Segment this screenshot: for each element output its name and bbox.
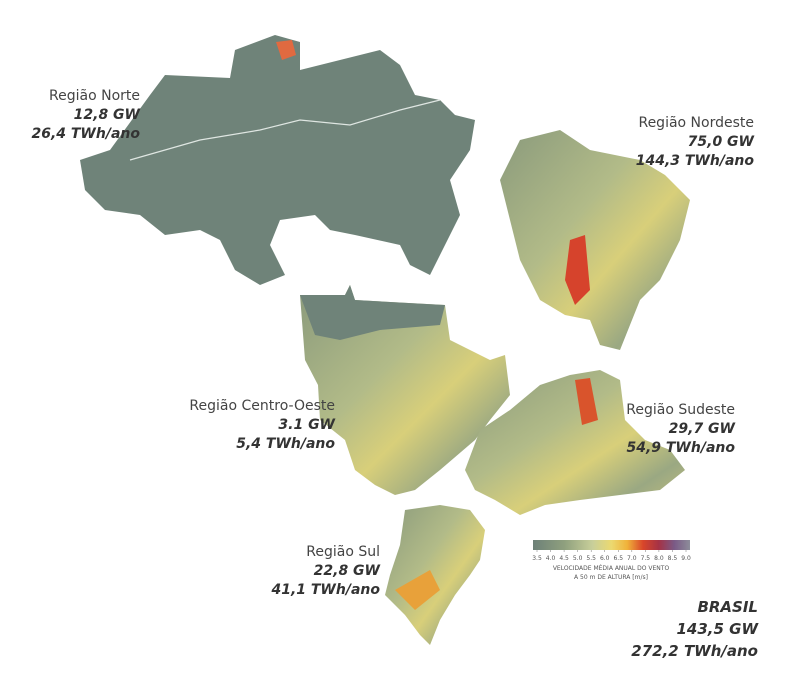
hotspot <box>575 378 598 425</box>
region-co-north <box>300 285 445 340</box>
colorbar-tick-label: 6.5 <box>613 555 623 562</box>
river <box>129 99 441 161</box>
colorbar-tick-label: 7.5 <box>641 555 651 562</box>
colorbar-tick-label: 5.5 <box>586 555 596 562</box>
region-name: Região Sul <box>306 544 380 560</box>
labels: Região Norte 12,8 GW 26,4 TWh/ano Região No… <box>31 88 754 598</box>
region-norte <box>80 35 475 285</box>
region-centro-oeste <box>300 285 510 495</box>
region-sul <box>385 505 485 645</box>
region-energy: 144,3 TWh/ano <box>636 153 755 169</box>
colorbar-tick-label: 7.0 <box>627 555 637 562</box>
colorbar-tick-label: 5.0 <box>573 555 583 562</box>
region-energy: 26,4 TWh/ano <box>31 126 140 142</box>
colorbar-tick-label: 8.5 <box>668 555 678 562</box>
legend: 3.5 4.0 4.5 5.0 5.5 6.0 6.5 7.0 7.5 8.0 8.5 9.0 <box>532 550 691 562</box>
total-power: 143,5 GW <box>676 620 759 638</box>
region-name: Região Norte <box>49 88 140 104</box>
region-energy: 41,1 TWh/ano <box>270 582 380 598</box>
region-power: 22,8 GW <box>314 563 381 579</box>
region-power: 3.1 GW <box>278 417 335 433</box>
region-energy: 54,9 TWh/ano <box>626 440 735 456</box>
region-name: Região Sudeste <box>626 402 735 418</box>
colorbar-tick-label: 6.0 <box>600 555 610 562</box>
colorbar-tick-label: 8.0 <box>654 555 664 562</box>
region-name: Região Nordeste <box>638 115 754 131</box>
region-power: 12,8 GW <box>74 107 141 123</box>
total-energy: 272,2 TWh/ano <box>631 642 758 660</box>
legend-caption: A 50 m DE ALTURA [m/s] <box>574 574 648 581</box>
hotspot <box>276 40 296 60</box>
colorbar-tick-label: 4.5 <box>559 555 569 562</box>
region-power: 29,7 GW <box>669 421 736 437</box>
colorbar <box>533 540 690 550</box>
region-sudeste <box>465 370 685 515</box>
hotspot <box>395 570 440 610</box>
legend-caption: VELOCIDADE MÉDIA ANUAL DO VENTO <box>553 564 670 572</box>
colorbar-tick-label: 9.0 <box>681 555 691 562</box>
region-energy: 5,4 TWh/ano <box>236 436 335 452</box>
region-name: Região Centro-Oeste <box>189 398 335 414</box>
region-nordeste <box>500 130 690 350</box>
region-power: 75,0 GW <box>688 134 755 150</box>
colorbar-tick-label: 3.5 <box>532 555 542 562</box>
hotspot <box>565 235 590 305</box>
total-name: BRASIL <box>697 598 758 616</box>
colorbar-tick-label: 4.0 <box>546 555 556 562</box>
